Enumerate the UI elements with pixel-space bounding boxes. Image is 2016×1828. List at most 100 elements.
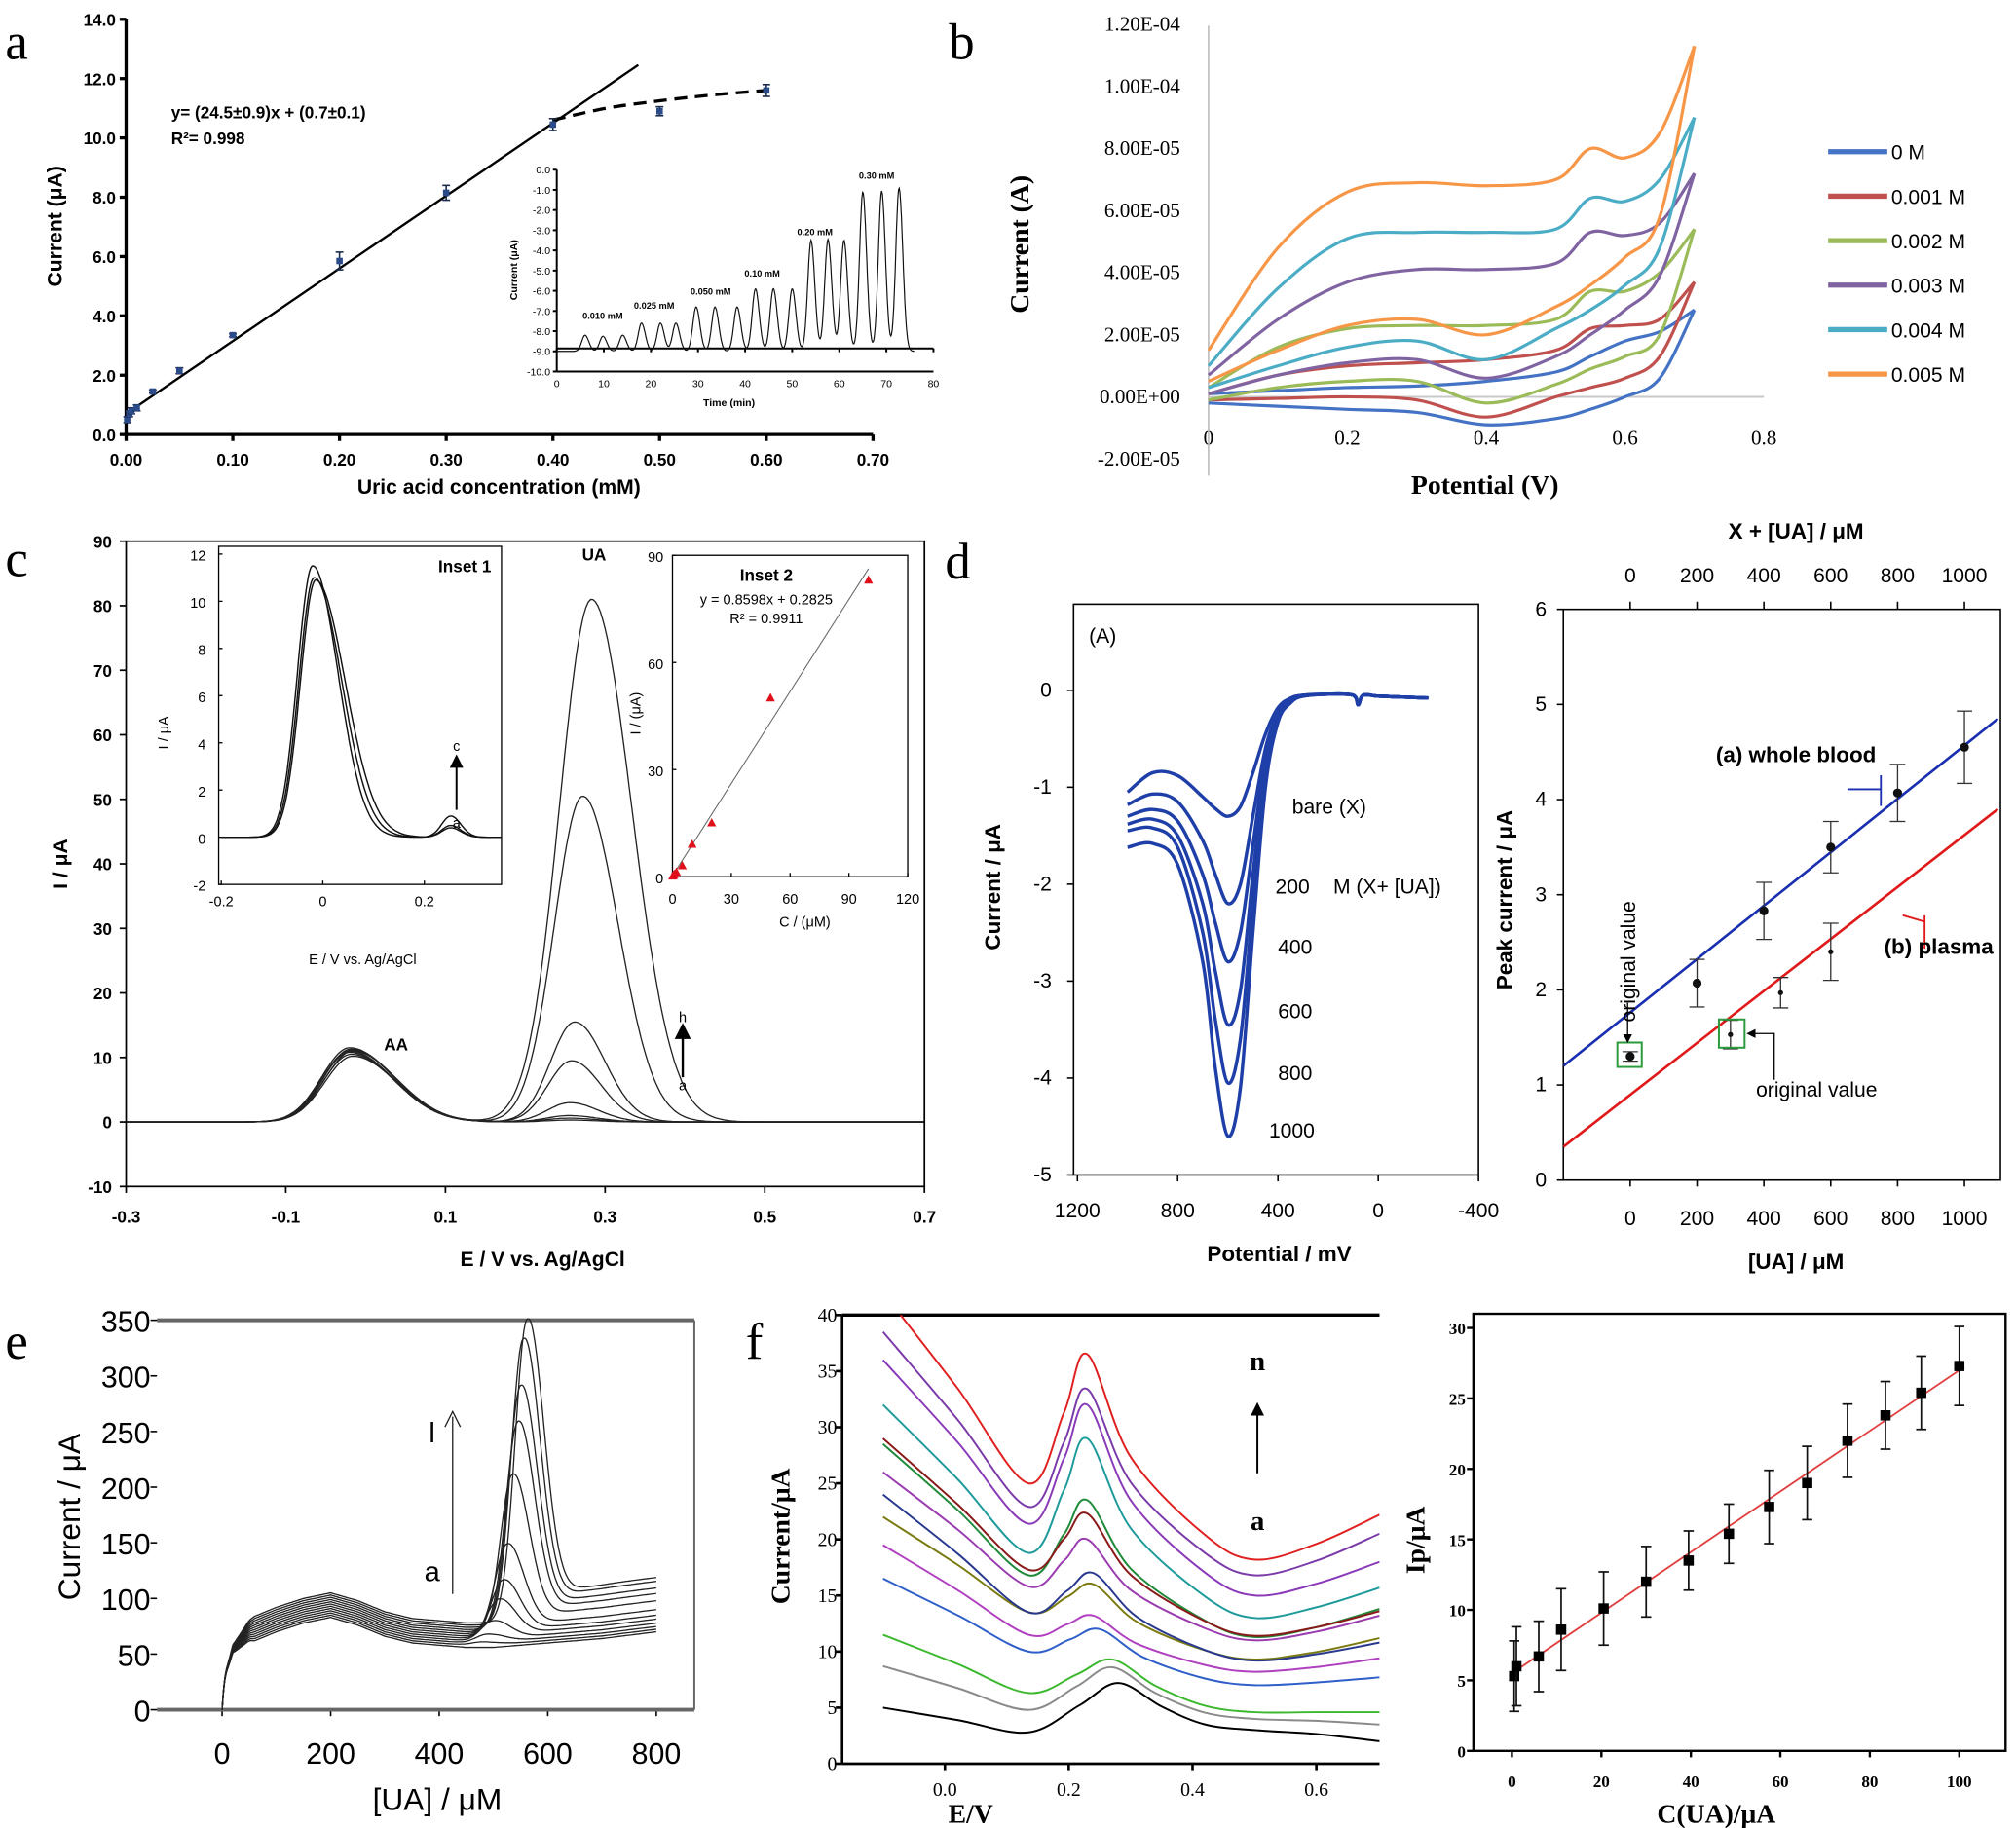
x-tick-label: 800 <box>1881 1208 1915 1230</box>
voltammogram-5 <box>1127 691 1429 1138</box>
y-axis-title: Current/μA <box>765 1468 796 1604</box>
original-value-label: original value <box>1756 1079 1877 1101</box>
cv-curve-2-reverse <box>1208 228 1697 405</box>
y-tick-label: 1.20E-04 <box>1104 13 1180 36</box>
panel-f-left: 0.0 0.2 0.4 0.6 0 5 10 15 20 25 30 35 40 E/V Current/μ… <box>765 1305 1380 1828</box>
y-tick-label: -2.0 <box>533 205 550 217</box>
y-tick-label: -1 <box>1033 776 1052 799</box>
x-tick-label: 50 <box>787 378 799 390</box>
concentration-label: 0.010 mM <box>582 311 623 320</box>
y-tick-label: -5 <box>1033 1164 1052 1186</box>
dpv-curve-l <box>881 1359 1380 1597</box>
y-tick-label: 40 <box>93 855 112 875</box>
data-point <box>1826 842 1836 852</box>
panel-label-b: b <box>949 15 974 71</box>
y-tick-label: 2.0 <box>93 366 116 386</box>
y-tick-label: 3 <box>1535 883 1547 906</box>
x-tick-label: 200 <box>306 1738 355 1771</box>
x-tick-label: 0 <box>214 1738 231 1771</box>
x-tick-label: 80 <box>928 378 940 390</box>
panel-f-right: 0 20 40 60 80 100 0 5 10 15 20 25 30 C(UA)/μA Ip/μA <box>1400 1312 2007 1828</box>
y-tick-label: 1.00E-04 <box>1104 74 1180 97</box>
top-x-tick-label: 400 <box>1747 565 1781 587</box>
curve-label-a: a <box>679 1078 688 1094</box>
y-tick-label: 60 <box>648 657 663 673</box>
x-tick-label: 0 <box>318 895 326 911</box>
legend-entry: 0.001 M <box>1828 186 1965 208</box>
y-axis-title: I / μA <box>157 716 172 749</box>
cv-curve-4-forward <box>1207 116 1697 367</box>
dpv-curve-f <box>126 1021 924 1123</box>
y-tick-label: 8.0 <box>93 188 116 207</box>
amperometric-trace <box>556 186 915 353</box>
y-axis-title: Current / μA <box>52 1433 87 1600</box>
x-tick-label: 1000 <box>1942 1208 1988 1230</box>
data-point <box>442 189 450 197</box>
series-label-whole-blood: (a) whole blood <box>1716 743 1876 767</box>
dpv-curve-m <box>881 1330 1380 1577</box>
dpv-curve-e <box>221 1598 657 1710</box>
x-tick-label: 400 <box>1747 1208 1781 1230</box>
curve-label: M (X+ [UA]) <box>1333 876 1441 898</box>
y-tick-label: 25 <box>818 1474 838 1495</box>
y-axis-title: I / (μA) <box>628 692 644 735</box>
curve-label: 800 <box>1278 1063 1312 1085</box>
x-tick-label: 20 <box>1593 1772 1610 1791</box>
data-point <box>1683 1555 1695 1566</box>
y-tick-label: -2 <box>193 879 205 895</box>
y-tick-label: 2.00E-05 <box>1104 322 1180 346</box>
curve-label: 400 <box>1278 936 1312 958</box>
dpv-curve-f <box>882 1515 1380 1660</box>
x-tick-label: 60 <box>834 378 845 390</box>
inset-title: Inset 2 <box>740 566 793 585</box>
y-axis-title: Peak current / μA <box>1492 810 1516 989</box>
data-point-triangle <box>765 692 775 702</box>
top-x-tick-label: 600 <box>1813 565 1848 587</box>
legend-entry: 0.005 M <box>1828 364 1965 387</box>
cv-curve-0-reverse <box>1208 309 1697 427</box>
x-axis-title: E / V vs. Ag/AgCl <box>309 952 416 968</box>
x-tick-label: 0.8 <box>1751 427 1776 450</box>
cv-curve-4-reverse <box>1208 117 1697 390</box>
y-tick-label: 10.0 <box>84 129 116 148</box>
data-point <box>1828 949 1834 954</box>
fit-line-0 <box>1563 717 1999 1067</box>
y-tick-label: 300 <box>101 1362 151 1395</box>
y-tick-label: 12.0 <box>84 69 116 89</box>
y-tick-label: 15 <box>1449 1531 1466 1549</box>
x-tick-label: 0.70 <box>857 450 889 469</box>
dpv-curve-i <box>882 1442 1380 1638</box>
dpv-curve-d <box>221 1610 657 1710</box>
x-tick-label: 800 <box>632 1738 682 1771</box>
x-axis-title: Uric acid concentration (mM) <box>357 476 641 499</box>
y-tick-label: 0 <box>198 832 205 847</box>
y-tick-label: 1 <box>1535 1074 1547 1097</box>
x-tick-label: 0.00 <box>110 450 142 469</box>
data-point <box>1533 1651 1545 1662</box>
y-tick-label: 250 <box>101 1418 151 1450</box>
y-tick-label: 10 <box>93 1048 112 1067</box>
x-tick-label: 0.2 <box>1334 427 1360 450</box>
data-point <box>149 388 157 395</box>
original-value-label: original value <box>1618 901 1640 1022</box>
fit-line <box>672 568 870 877</box>
dpv-curve-b <box>882 1664 1380 1726</box>
y-axis-title: Ip/μA <box>1400 1507 1431 1575</box>
dpv-curve-e <box>882 1544 1380 1673</box>
cv-curve-0-forward <box>1208 308 1696 395</box>
top-x-tick-label: 1000 <box>1942 565 1988 587</box>
data-point <box>1802 1477 1812 1489</box>
x-tick-label: 0 <box>1508 1772 1516 1791</box>
x-tick-label: 80 <box>1861 1772 1878 1791</box>
legend-entry: 0 M <box>1828 142 1925 165</box>
curve-label: 1000 <box>1269 1120 1315 1142</box>
y-tick-label: 12 <box>190 549 205 565</box>
legend-label: 0.001 M <box>1891 186 1965 208</box>
data-point <box>1954 1361 1965 1371</box>
legend-label: 0.003 M <box>1891 276 1965 298</box>
y-tick-label: 50 <box>118 1640 151 1672</box>
concentration-label: 0.20 mM <box>798 228 834 238</box>
y-tick-label: 100 <box>101 1585 151 1617</box>
x-axis-title: C / (μM) <box>779 915 831 931</box>
